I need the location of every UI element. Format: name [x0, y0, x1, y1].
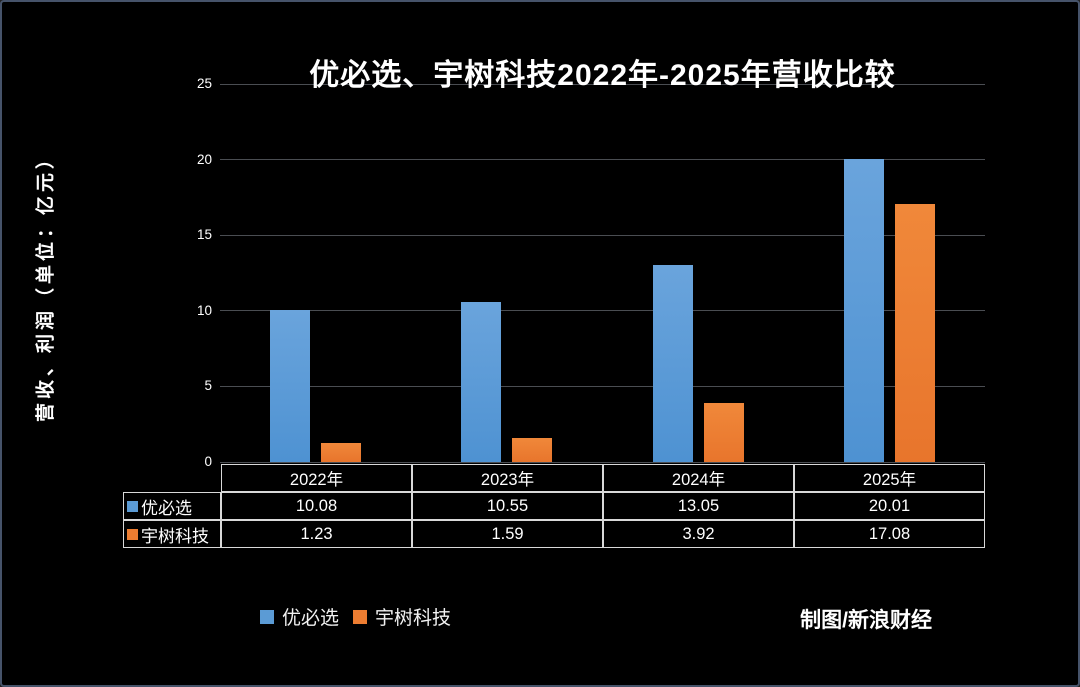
- bar-优必选-2025年: [843, 159, 884, 462]
- chart-plot-area: [220, 83, 985, 463]
- series-swatch-icon: [127, 500, 138, 512]
- table-value-优必选-2023年: 10.55: [412, 492, 603, 520]
- y-tick-label-20: 20: [196, 151, 212, 167]
- gridline-5: [220, 385, 985, 387]
- table-value-优必选-2025年: 20.01: [794, 492, 985, 520]
- chart-title: 优必选、宇树科技2022年-2025年营收比较: [309, 59, 896, 92]
- gridline-0: [220, 461, 985, 463]
- y-tick-label-25: 25: [196, 76, 212, 91]
- table-value-优必选-2022年: 10.08: [221, 492, 412, 520]
- bar-宇树科技-2022年: [321, 443, 362, 462]
- table-value-宇树科技-2022年: 1.23: [221, 520, 412, 548]
- table-corner-cell: [123, 464, 221, 492]
- gridline-25: [220, 83, 985, 85]
- legend-swatch-icon: [260, 609, 274, 624]
- y-axis-label: 营收、利润（单位：亿元）: [35, 145, 57, 423]
- table-rowlabel-text: 优必选: [141, 498, 192, 518]
- table-rowlabel-优必选: 优必选: [123, 492, 221, 520]
- y-tick-label-5: 5: [204, 378, 212, 394]
- table-rowlabel-text: 宇树科技: [141, 526, 209, 546]
- table-header-2022年: 2022年: [221, 464, 412, 492]
- chart-legend: 优必选 宇树科技: [260, 603, 465, 630]
- bar-优必选-2022年: [270, 309, 311, 462]
- legend-item-宇树科技: 宇树科技: [353, 603, 451, 630]
- table-value-宇树科技-2025年: 17.08: [794, 520, 985, 548]
- bar-优必选-2023年: [461, 302, 502, 462]
- gridline-10: [220, 310, 985, 312]
- table-value-宇树科技-2023年: 1.59: [412, 520, 603, 548]
- series-swatch-icon: [127, 528, 138, 540]
- table-rowlabel-宇树科技: 宇树科技: [123, 520, 221, 548]
- bar-宇树科技-2024年: [703, 402, 744, 462]
- table-value-优必选-2024年: 13.05: [603, 492, 794, 520]
- gridline-20: [220, 159, 985, 161]
- table-header-2023年: 2023年: [412, 464, 603, 492]
- credit-text: 制图/新浪财经: [800, 609, 932, 632]
- bar-宇树科技-2023年: [512, 437, 553, 462]
- y-tick-label-0: 0: [204, 454, 212, 469]
- table-value-宇树科技-2024年: 3.92: [603, 520, 794, 548]
- legend-label: 宇树科技: [375, 608, 452, 629]
- legend-label: 优必选: [282, 608, 340, 629]
- legend-item-优必选: 优必选: [260, 603, 339, 630]
- table-header-2024年: 2024年: [603, 464, 794, 492]
- bar-优必选-2024年: [652, 264, 693, 462]
- legend-swatch-icon: [353, 609, 368, 624]
- data-table: 2022年 2023年 2024年 2025年优必选 10.08 10.55 13.05 20…: [123, 464, 986, 548]
- y-tick-label-15: 15: [196, 227, 212, 243]
- bar-宇树科技-2025年: [894, 203, 935, 462]
- gridline-15: [220, 234, 985, 236]
- y-tick-label-10: 10: [196, 302, 212, 318]
- table-header-2025年: 2025年: [794, 464, 985, 492]
